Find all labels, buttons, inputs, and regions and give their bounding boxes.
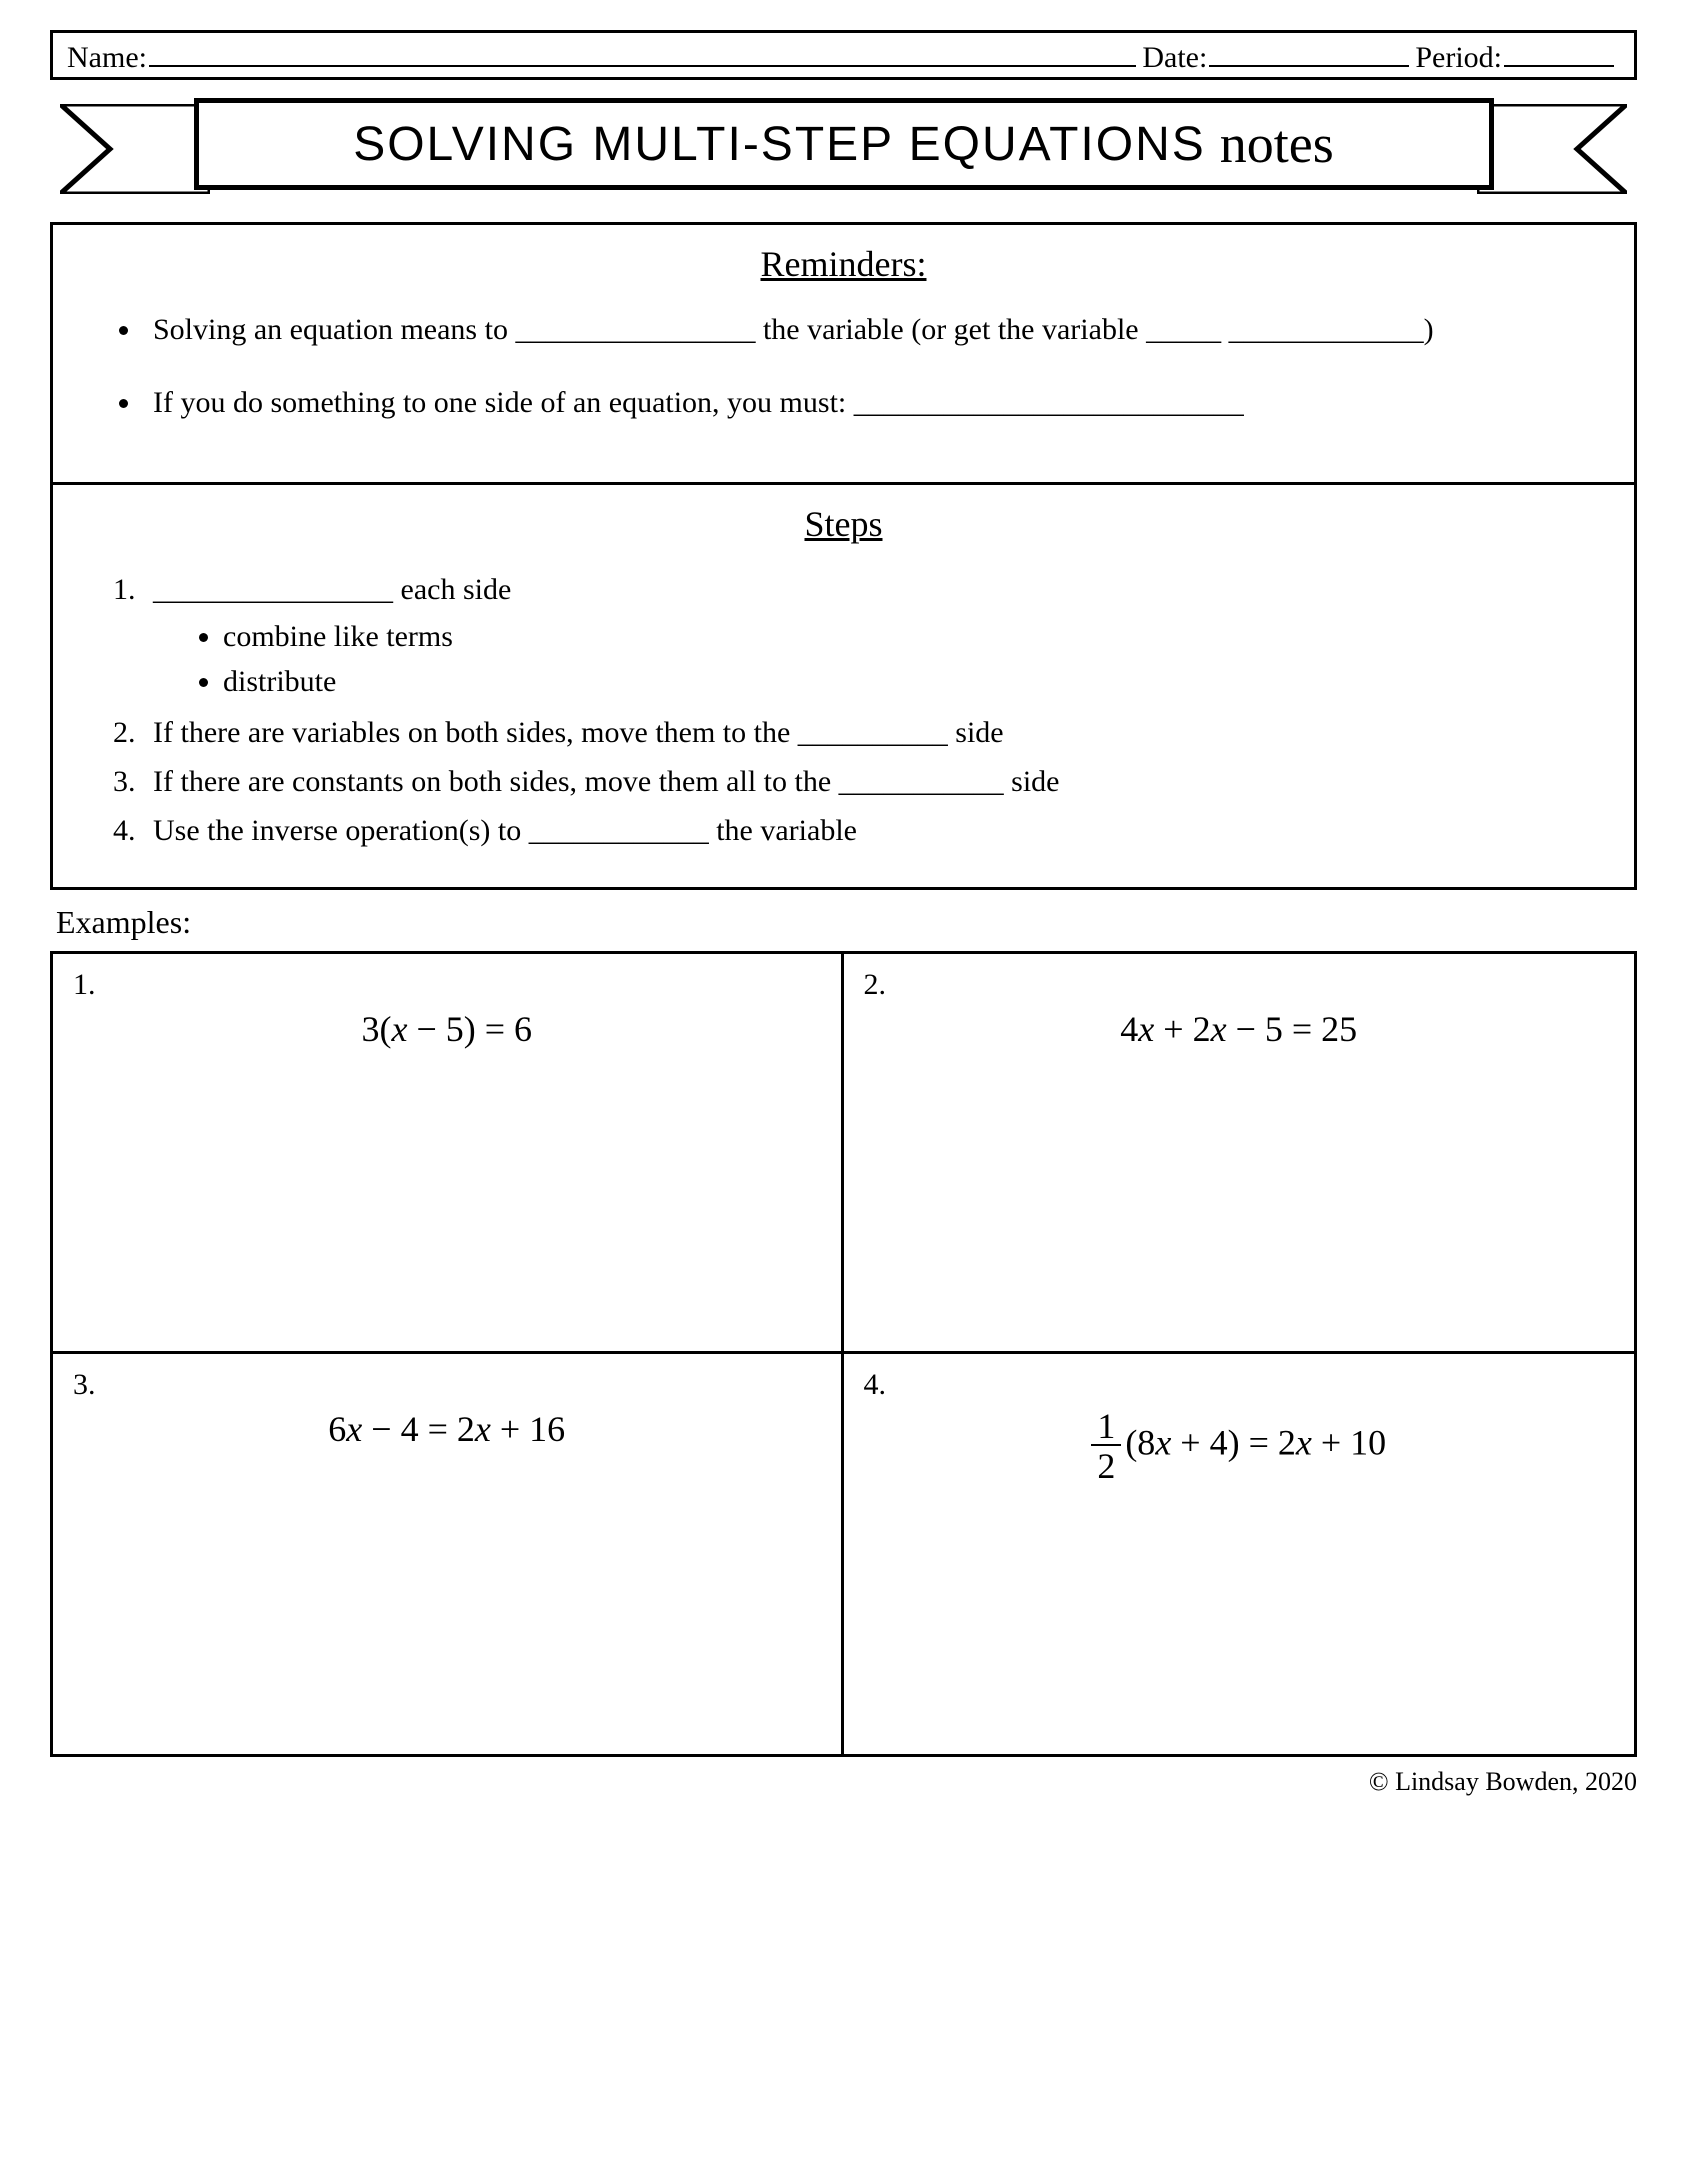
- steps-list: ________________ each side combine like …: [83, 567, 1604, 853]
- title-banner: SOLVING MULTI-STEP EQUATIONS notes: [50, 98, 1637, 198]
- period-blank[interactable]: [1504, 37, 1614, 67]
- date-label: Date:: [1142, 41, 1207, 75]
- example-number: 3.: [73, 1368, 96, 1402]
- ribbon-left-icon: [60, 104, 210, 194]
- substep-item: distribute: [223, 659, 1604, 704]
- date-blank[interactable]: [1209, 37, 1409, 67]
- substep-item: combine like terms: [223, 614, 1604, 659]
- example-number: 2.: [864, 968, 887, 1002]
- step-item: Use the inverse operation(s) to ________…: [143, 808, 1604, 853]
- example-cell: 2. 4x + 2x − 5 = 25: [844, 954, 1635, 1354]
- step-sublist: combine like terms distribute: [153, 614, 1604, 704]
- example-equation: 12(8x + 4) = 2x + 10: [866, 1408, 1613, 1484]
- title-script: notes: [1220, 113, 1334, 175]
- steps-section: Steps ________________ each side combine…: [53, 482, 1634, 887]
- examples-label: Examples:: [56, 904, 1637, 941]
- example-equation: 6x − 4 = 2x + 16: [75, 1408, 819, 1450]
- copyright: © Lindsay Bowden, 2020: [50, 1767, 1637, 1797]
- main-frame: Reminders: Solving an equation means to …: [50, 222, 1637, 890]
- header-info: Name: Date: Period:: [50, 30, 1637, 80]
- ribbon-right-icon: [1477, 104, 1627, 194]
- step-item: ________________ each side combine like …: [143, 567, 1604, 704]
- example-equation: 3(x − 5) = 6: [75, 1008, 819, 1050]
- name-label: Name:: [67, 41, 147, 75]
- reminders-section: Reminders: Solving an equation means to …: [53, 225, 1634, 482]
- example-cell: 4. 12(8x + 4) = 2x + 10: [844, 1354, 1635, 1754]
- reminders-list: Solving an equation means to ___________…: [83, 307, 1604, 426]
- example-cell: 3. 6x − 4 = 2x + 16: [53, 1354, 844, 1754]
- example-number: 1.: [73, 968, 96, 1002]
- period-label: Period:: [1415, 41, 1502, 75]
- examples-grid: 1. 3(x − 5) = 6 2. 4x + 2x − 5 = 25 3. 6…: [50, 951, 1637, 1757]
- step-text: ________________ each side: [153, 573, 511, 606]
- step-item: If there are constants on both sides, mo…: [143, 759, 1604, 804]
- title-box: SOLVING MULTI-STEP EQUATIONS notes: [194, 98, 1494, 190]
- example-number: 4.: [864, 1368, 887, 1402]
- reminder-item: Solving an equation means to ___________…: [143, 307, 1604, 354]
- reminder-item: If you do something to one side of an eq…: [143, 380, 1604, 427]
- example-equation: 4x + 2x − 5 = 25: [866, 1008, 1613, 1050]
- title-main: SOLVING MULTI-STEP EQUATIONS: [353, 117, 1206, 172]
- step-item: If there are variables on both sides, mo…: [143, 710, 1604, 755]
- name-blank[interactable]: [149, 37, 1136, 67]
- steps-heading: Steps: [83, 503, 1604, 545]
- example-cell: 1. 3(x − 5) = 6: [53, 954, 844, 1354]
- reminders-heading: Reminders:: [83, 243, 1604, 285]
